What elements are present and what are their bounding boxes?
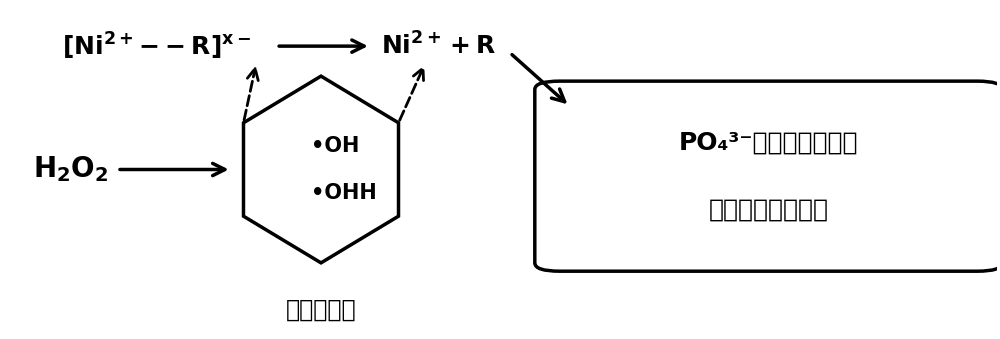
Text: 及小分子有机物等: 及小分子有机物等 bbox=[709, 198, 829, 221]
Text: $\mathbf{[Ni^{2+}\!-\!-R]^{x-}}$: $\mathbf{[Ni^{2+}\!-\!-R]^{x-}}$ bbox=[62, 31, 252, 62]
Text: 羟基自由基: 羟基自由基 bbox=[286, 298, 356, 322]
Text: •OH: •OH bbox=[311, 136, 359, 156]
Text: •OHH: •OHH bbox=[311, 183, 377, 203]
Text: $\mathbf{Ni^{2+}+R}$: $\mathbf{Ni^{2+}+R}$ bbox=[381, 33, 496, 60]
Text: $\mathbf{H_2O_2}$: $\mathbf{H_2O_2}$ bbox=[33, 155, 108, 184]
FancyBboxPatch shape bbox=[535, 81, 1000, 271]
Text: PO₄³⁻、二氧化碳、水: PO₄³⁻、二氧化碳、水 bbox=[679, 131, 858, 155]
